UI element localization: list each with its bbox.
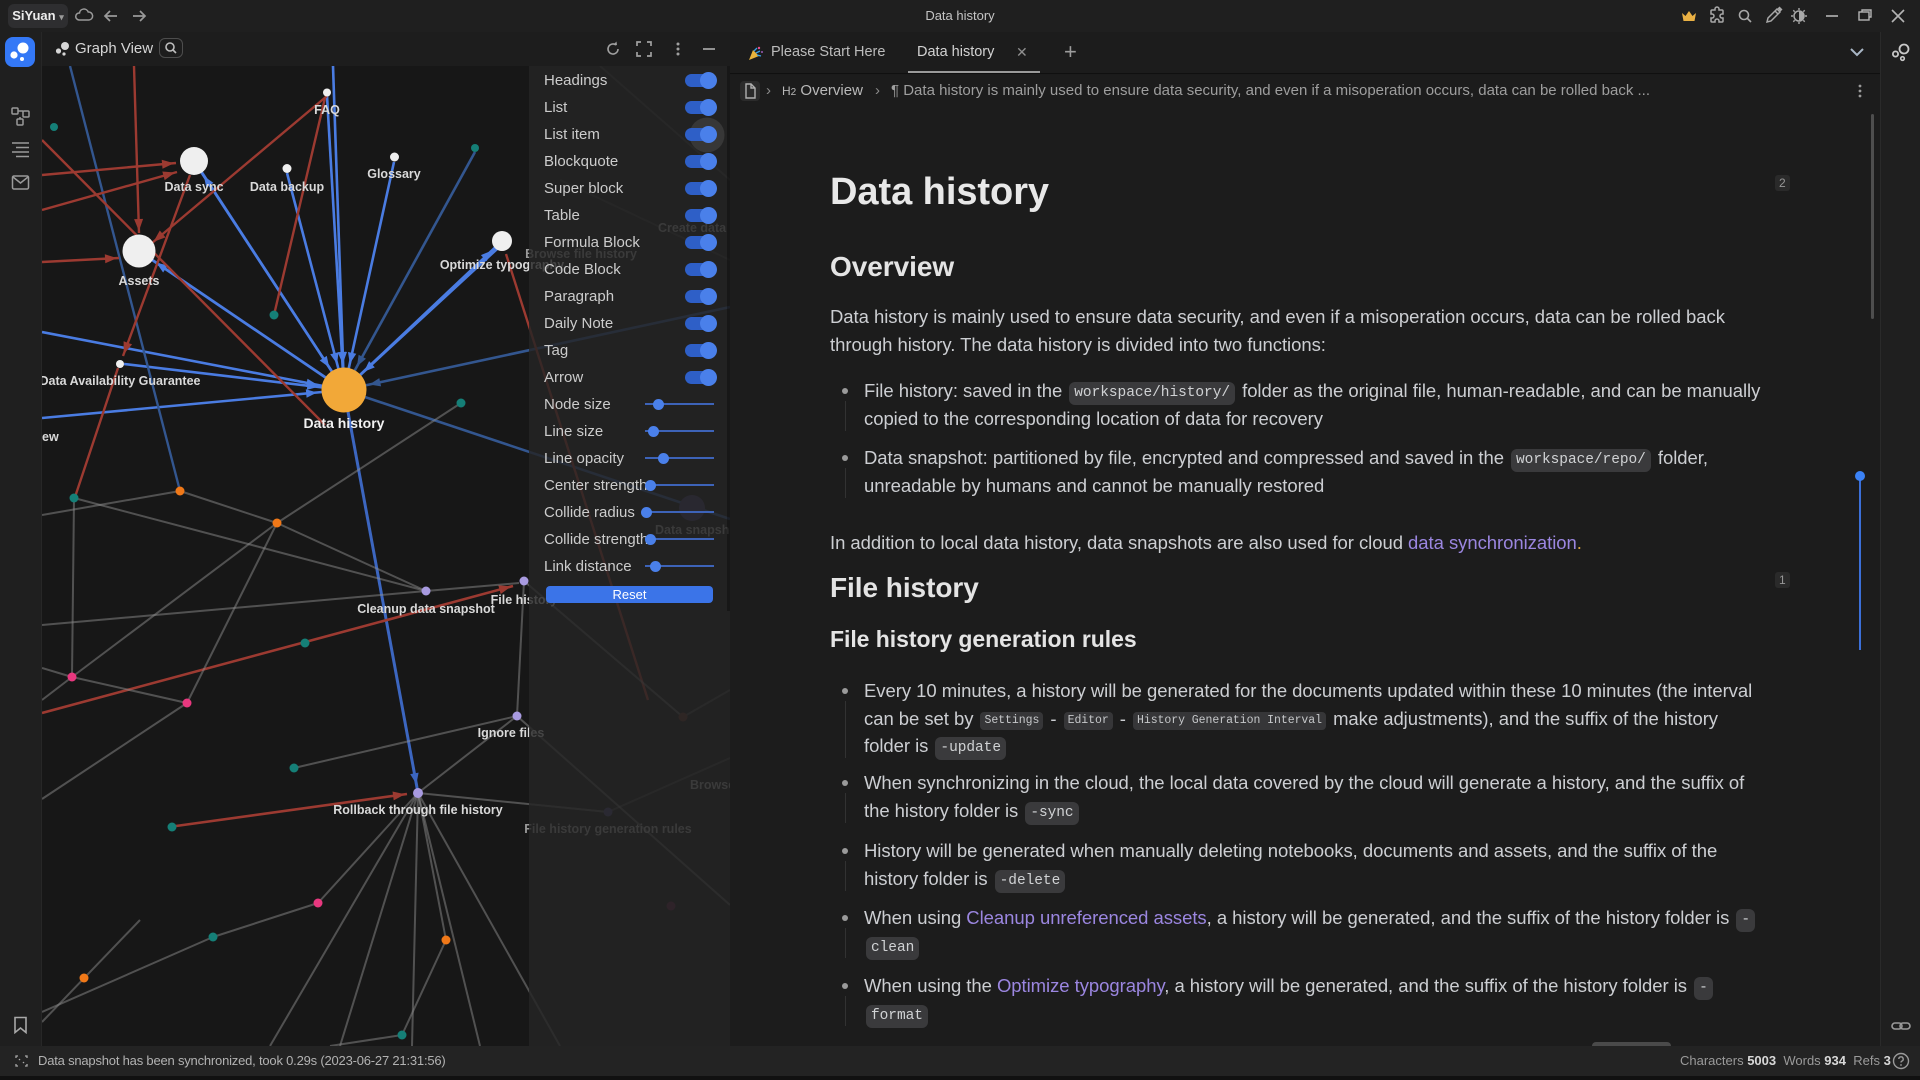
svg-text:ew: ew — [42, 430, 59, 444]
svg-text:Assets: Assets — [119, 274, 160, 288]
svg-text:Data sync: Data sync — [164, 180, 223, 194]
svg-text:Data history: Data history — [304, 415, 385, 431]
svg-text:Ignore files: Ignore files — [478, 726, 545, 740]
svg-text:Data Availability Guarantee: Data Availability Guarantee — [42, 374, 201, 388]
svg-text:Cleanup data snapshot: Cleanup data snapshot — [357, 602, 495, 616]
svg-text:Data backup: Data backup — [250, 180, 325, 194]
svg-text:Rollback through file history: Rollback through file history — [333, 803, 503, 817]
svg-text:Glossary: Glossary — [367, 167, 421, 181]
svg-text:FAQ: FAQ — [314, 103, 340, 117]
